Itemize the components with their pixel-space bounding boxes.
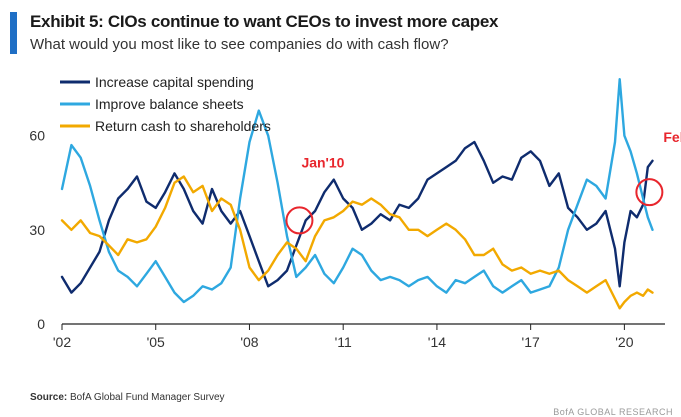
- y-tick-label: 0: [37, 316, 45, 332]
- annotation-circle: [285, 206, 314, 235]
- x-tick-label: '20: [615, 334, 633, 350]
- legend-label: Increase capital spending: [95, 74, 254, 90]
- annotation-label: Feb'21: [663, 129, 681, 145]
- x-tick-label: '08: [240, 334, 258, 350]
- source-note: Source: BofA Global Fund Manager Survey: [30, 392, 225, 403]
- source-text: BofA Global Fund Manager Survey: [70, 392, 225, 403]
- y-tick-label: 30: [29, 222, 45, 238]
- x-tick-label: '14: [428, 334, 446, 350]
- x-tick-label: '17: [522, 334, 540, 350]
- series-line-improve-balance-sheets: [60, 77, 654, 304]
- annotation-circle: [635, 178, 664, 207]
- footer-brand: BofA GLOBAL RESEARCH: [553, 407, 673, 417]
- legend-label: Improve balance sheets: [95, 96, 244, 112]
- x-tick-label: '11: [335, 334, 352, 350]
- annotation-label: Jan'10: [301, 154, 344, 170]
- series-line-increase-capital-spending: [60, 140, 654, 294]
- title-accent-bar: [10, 12, 17, 54]
- y-tick-label: 60: [29, 128, 45, 144]
- exhibit-subtitle: What would you most like to see companie…: [30, 36, 449, 53]
- exhibit-title: Exhibit 5: CIOs continue to want CEOs to…: [30, 12, 499, 31]
- x-tick-label: '02: [53, 334, 71, 350]
- source-label: Source:: [30, 392, 68, 403]
- x-tick-label: '05: [147, 334, 165, 350]
- series-line-return-cash-to-shareholders: [60, 175, 654, 310]
- legend-label: Return cash to shareholders: [95, 118, 271, 134]
